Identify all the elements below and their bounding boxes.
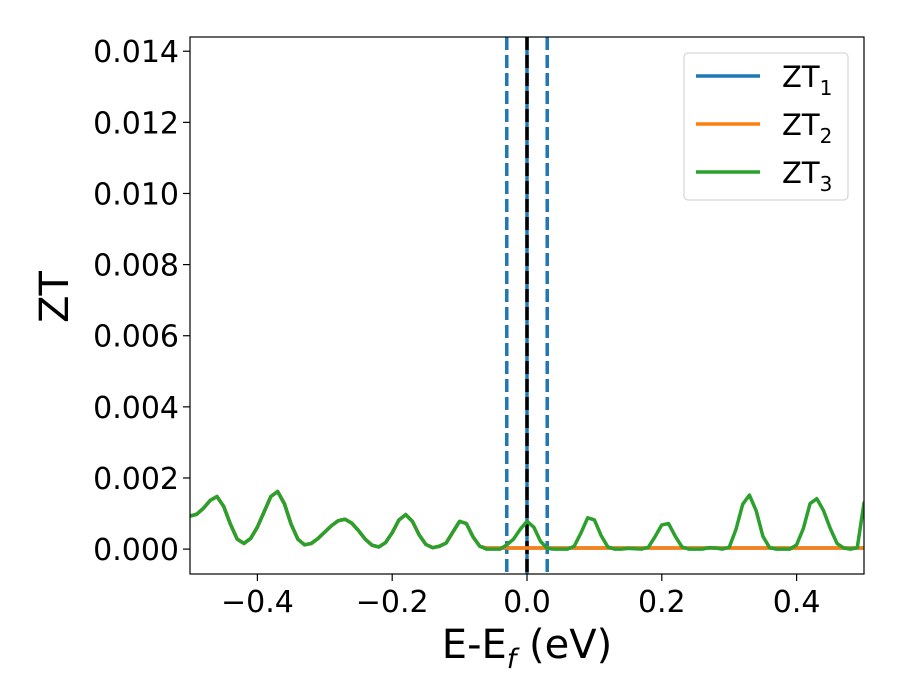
x-tick-label: −0.4 [221, 585, 294, 620]
y-tick-label: 0.002 [93, 462, 179, 497]
legend-label: ZT2 [782, 108, 832, 148]
x-axis-label: E-Ef (eV) [442, 622, 612, 675]
legend: ZT1 ZT2 ZT3 [683, 52, 849, 201]
legend-label: ZT3 [782, 156, 832, 196]
y-tick-label: 0.004 [93, 391, 179, 426]
x-axis-ticks: −0.4 −0.2 0.0 0.2 0.4 [221, 574, 820, 620]
series-line-3 [190, 489, 864, 551]
y-tick-label: 0.000 [93, 533, 179, 568]
x-tick-label: 0.0 [503, 585, 551, 620]
y-tick-label: 0.010 [93, 177, 179, 212]
y-tick-label: 0.006 [93, 320, 179, 355]
series-lines [190, 489, 864, 551]
fermi-level-markers [505, 37, 549, 574]
legend-box [683, 52, 849, 201]
y-axis-label: ZT [32, 271, 78, 323]
y-tick-label: 0.012 [93, 106, 179, 141]
y-axis-ticks: 0.000 0.002 0.004 0.006 0.008 0.010 0.012 0.014 [93, 35, 190, 568]
x-tick-label: 0.4 [773, 585, 821, 620]
legend-label: ZT1 [782, 60, 832, 100]
x-tick-label: −0.2 [356, 585, 429, 620]
x-tick-label: 0.2 [638, 585, 686, 620]
y-tick-label: 0.014 [93, 35, 179, 70]
y-tick-label: 0.008 [93, 249, 179, 284]
